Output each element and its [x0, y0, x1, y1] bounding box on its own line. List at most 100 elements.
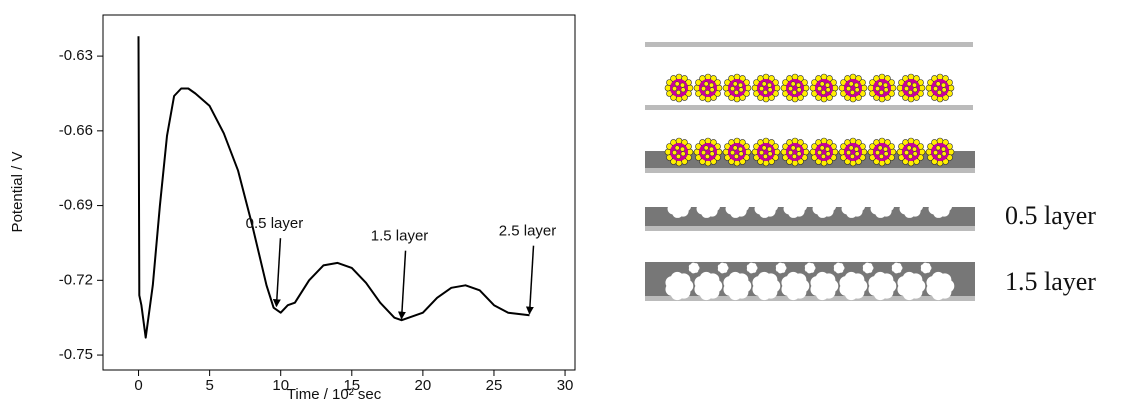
- ligand: [709, 82, 714, 88]
- ligand: [848, 145, 854, 151]
- ligand: [848, 81, 854, 87]
- ligand: [825, 87, 831, 93]
- ligand: [941, 82, 946, 88]
- ligand: [875, 86, 880, 92]
- electrode: [645, 105, 973, 110]
- y-tick-label: -0.72: [59, 271, 93, 288]
- x-tick-label: 0: [134, 377, 142, 394]
- y-tick-label: -0.75: [59, 346, 93, 363]
- ligand: [849, 154, 855, 159]
- ligand: [819, 145, 825, 151]
- ligand: [912, 87, 918, 93]
- ligand: [854, 87, 860, 93]
- ligand: [912, 151, 918, 157]
- void: [787, 198, 803, 214]
- ligand: [796, 82, 801, 88]
- ligand: [767, 87, 773, 93]
- void: [719, 264, 727, 272]
- ligand: [875, 150, 880, 156]
- void: [922, 264, 930, 272]
- ligand: [878, 90, 884, 95]
- void: [671, 198, 687, 214]
- ligand: [854, 82, 859, 88]
- void: [893, 264, 901, 272]
- void: [903, 198, 919, 214]
- ligand: [767, 151, 773, 157]
- layer-label: 1.5 layer: [1005, 267, 1096, 296]
- ligand: [704, 90, 710, 95]
- ligand: [701, 150, 706, 156]
- ligand: [767, 146, 772, 152]
- void: [930, 276, 950, 296]
- void: [758, 198, 774, 214]
- x-tick-label: 30: [557, 377, 574, 394]
- ligand: [854, 146, 859, 152]
- deposit: [645, 207, 975, 226]
- ligand: [817, 150, 822, 156]
- void: [843, 276, 863, 296]
- ligand: [738, 151, 744, 157]
- ligand: [680, 151, 686, 157]
- void: [835, 264, 843, 272]
- annotation-label: 2.5 layer: [499, 223, 557, 240]
- ligand: [738, 87, 744, 93]
- x-tick-label: 20: [415, 377, 432, 394]
- ligand: [941, 151, 947, 157]
- void: [816, 198, 832, 214]
- ligand: [767, 82, 772, 88]
- annotation-label: 0.5 layer: [246, 215, 304, 232]
- void: [727, 276, 747, 296]
- ligand: [941, 146, 946, 152]
- ligand: [936, 154, 942, 159]
- ligand: [941, 87, 947, 93]
- void: [700, 198, 716, 214]
- ligand: [704, 154, 710, 159]
- ligand: [738, 82, 743, 88]
- ligand: [674, 145, 680, 151]
- void: [901, 276, 921, 296]
- ligand: [672, 150, 677, 156]
- ligand: [877, 81, 883, 87]
- annotation-arrow: [272, 238, 282, 308]
- ligand: [883, 146, 888, 152]
- ligand: [854, 151, 860, 157]
- ligand: [733, 154, 739, 159]
- ligand: [912, 146, 917, 152]
- void: [698, 276, 718, 296]
- ligand: [675, 154, 681, 159]
- electrode: [645, 168, 975, 173]
- void: [690, 264, 698, 272]
- ligand: [904, 86, 909, 92]
- ligand: [796, 87, 802, 93]
- ligand: [817, 86, 822, 92]
- void: [872, 276, 892, 296]
- ligand: [907, 90, 913, 95]
- ligand: [906, 81, 912, 87]
- ligand: [825, 82, 830, 88]
- ligand: [935, 145, 941, 151]
- ligand: [935, 81, 941, 87]
- ligand: [703, 81, 709, 87]
- ligand: [791, 90, 797, 95]
- x-tick-label: 15: [343, 377, 360, 394]
- ligand: [796, 151, 802, 157]
- void: [864, 264, 872, 272]
- void: [932, 198, 948, 214]
- x-axis-label: Time / 10² sec: [287, 386, 382, 403]
- electrode: [645, 296, 975, 301]
- electrode: [645, 42, 973, 47]
- ligand: [906, 145, 912, 151]
- ligand: [680, 146, 685, 152]
- void: [729, 198, 745, 214]
- void: [777, 264, 785, 272]
- ligand: [762, 154, 768, 159]
- void: [748, 264, 756, 272]
- ligand: [790, 81, 796, 87]
- void: [845, 198, 861, 214]
- y-tick-label: -0.66: [59, 122, 93, 139]
- ligand: [825, 146, 830, 152]
- void: [806, 264, 814, 272]
- y-axis-label: Potential / V: [9, 152, 26, 233]
- data-line: [137, 36, 530, 339]
